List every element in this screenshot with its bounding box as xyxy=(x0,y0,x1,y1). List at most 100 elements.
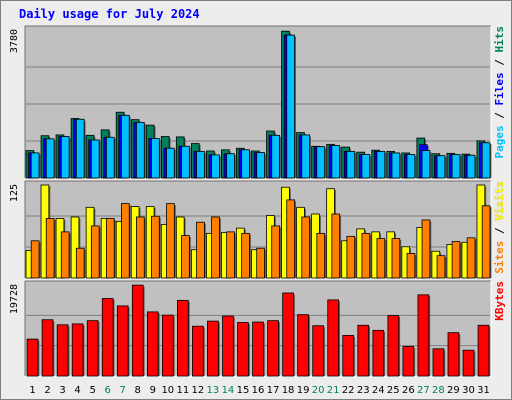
bar-sites xyxy=(30,240,40,279)
chart-title: Daily usage for July 2024 xyxy=(19,7,200,21)
bar-pages xyxy=(105,136,115,179)
bar-pages xyxy=(256,152,265,179)
day-label: 15 xyxy=(237,385,250,396)
bar-kbytes xyxy=(71,323,84,377)
bar-kbytes xyxy=(86,320,99,377)
day-label: 23 xyxy=(357,385,370,396)
bar-pages xyxy=(151,138,160,179)
day-label: 10 xyxy=(161,385,174,396)
bar-kbytes xyxy=(432,348,445,377)
bar-pages xyxy=(271,134,280,179)
bar-kbytes xyxy=(267,320,279,377)
bar-pages xyxy=(481,142,491,179)
bar-sites xyxy=(196,221,205,279)
day-label: 12 xyxy=(192,385,205,396)
bar-kbytes xyxy=(146,311,159,377)
bar-kbytes xyxy=(41,319,54,377)
bar-sites xyxy=(211,216,220,279)
bar-sites xyxy=(45,218,55,279)
bar-sites xyxy=(166,203,175,279)
bar-sites xyxy=(481,205,491,279)
bar-pages xyxy=(436,155,446,179)
bar-kbytes xyxy=(477,324,490,377)
bar-kbytes xyxy=(177,299,189,377)
bar-pages xyxy=(346,150,356,179)
bar-pages xyxy=(376,150,386,179)
day-label: 11 xyxy=(176,385,189,396)
bar-pages xyxy=(316,146,326,179)
panel-visits-sites: 125 Sites / Visits xyxy=(9,180,506,279)
series-axis-label-part: Files xyxy=(493,72,506,105)
bar-sites xyxy=(151,215,160,279)
day-label: 29 xyxy=(447,385,460,396)
bar-sites xyxy=(301,216,311,279)
bar-pages xyxy=(286,34,295,179)
bar-kbytes xyxy=(237,322,249,377)
bar-kbytes xyxy=(447,332,460,377)
bar-sites xyxy=(105,218,115,279)
series-axis-label-part: Visits xyxy=(493,181,506,221)
bar-pages xyxy=(181,145,190,179)
day-label: 20 xyxy=(312,385,325,396)
bar-visits xyxy=(70,216,80,279)
bar-pages xyxy=(466,154,476,179)
panel-hits-files-pages: 3780 Pages / Files / Hits xyxy=(9,25,506,179)
bar-kbytes xyxy=(402,346,415,377)
day-label: 24 xyxy=(372,385,385,396)
series-axis-label-part: Sites xyxy=(493,241,506,274)
bar-kbytes xyxy=(207,320,219,377)
bar-pages xyxy=(211,154,220,179)
day-label: 7 xyxy=(120,385,126,396)
series-axis-label-part: / xyxy=(493,53,506,73)
day-label: 22 xyxy=(342,385,355,396)
panel-kbytes: 19728 KBytes xyxy=(9,280,506,377)
day-label: 27 xyxy=(417,385,430,396)
day-label: 8 xyxy=(135,385,141,396)
bar-sites xyxy=(421,219,431,279)
series-axis-label-part: KBytes xyxy=(493,281,506,321)
bar-sites xyxy=(121,203,130,279)
bar-kbytes xyxy=(312,325,324,377)
bar-kbytes xyxy=(282,292,294,377)
bar-pages xyxy=(136,122,145,179)
y-max-label: 125 xyxy=(9,184,20,202)
bar-pages xyxy=(391,152,401,179)
bar-sites xyxy=(361,232,371,279)
bar-kbytes xyxy=(131,284,144,377)
bar-kbytes xyxy=(372,329,385,377)
series-axis-label-part: / xyxy=(493,106,506,126)
bar-sites xyxy=(90,225,100,279)
day-label: 5 xyxy=(89,385,95,396)
bar-pages xyxy=(421,150,431,179)
bar-kbytes xyxy=(297,314,309,377)
bar-kbytes xyxy=(101,298,114,377)
bar-pages xyxy=(121,114,130,179)
series-axis-label-part: Pages xyxy=(493,125,506,158)
bar-pages xyxy=(90,139,100,179)
bar-sites xyxy=(331,213,341,279)
bar-sites xyxy=(406,253,416,279)
bar-kbytes xyxy=(161,314,174,377)
bar-pages xyxy=(406,154,416,179)
day-label: 13 xyxy=(207,385,220,396)
bar-kbytes xyxy=(387,315,400,377)
y-max-label: 3780 xyxy=(9,29,20,53)
day-label: 26 xyxy=(402,385,415,396)
bar-sites xyxy=(241,232,250,279)
bar-pages xyxy=(301,134,311,179)
bar-kbytes xyxy=(417,294,430,377)
bar-sites xyxy=(271,225,280,279)
day-label: 17 xyxy=(267,385,280,396)
bar-pages xyxy=(451,154,461,179)
bar-sites xyxy=(316,232,326,279)
day-label: 18 xyxy=(282,385,295,396)
bar-sites xyxy=(436,255,446,279)
bar-kbytes xyxy=(56,324,69,377)
series-axis-label-part: / xyxy=(493,221,506,241)
day-label: 19 xyxy=(297,385,310,396)
bar-pages xyxy=(60,136,70,179)
bar-kbytes xyxy=(357,324,370,377)
day-label: 25 xyxy=(387,385,400,396)
day-label: 14 xyxy=(222,385,235,396)
chart-panels: 3780 Pages / Files / Hits 125 Sites / Visit… xyxy=(9,25,506,377)
